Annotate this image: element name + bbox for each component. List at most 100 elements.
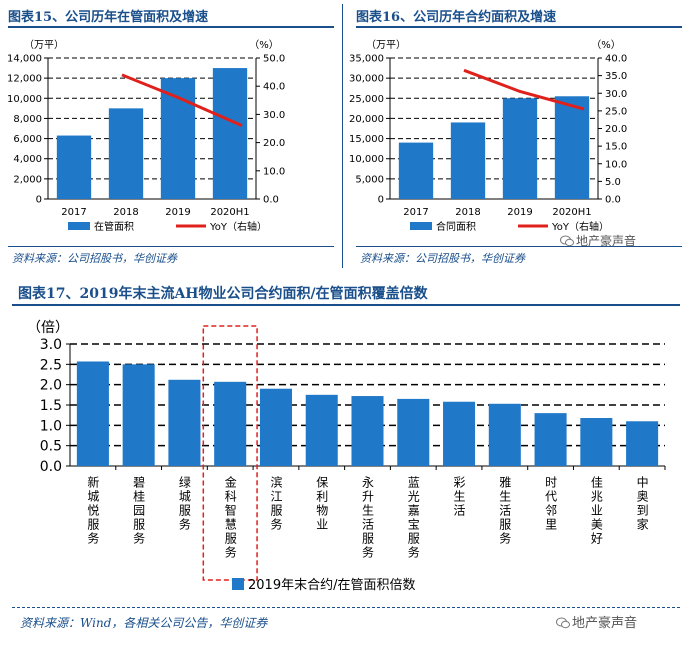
fig16-ytick-right: 40.0 [605,54,627,65]
fig15-xtick: 2018 [113,207,138,218]
fig17-bar [488,403,521,466]
fig15-ytick-left: 8,000 [13,114,42,125]
fig15-ytick-left: 12,000 [7,74,42,85]
panel-separator [342,4,343,268]
fig17-bottom-rule [12,607,680,608]
fig15-ytick-left: 0 [36,195,42,206]
fig17-ytick: 3.0 [40,337,62,353]
fig16-bottom-rule [356,246,682,247]
fig17-xtick: 滨江服务 [269,475,283,532]
fig17-ytick: 1.5 [40,398,62,414]
fig17-chart: 0.0 0.5 1.0 1.5 2.0 2.5 3.0（倍） 新城悦服务 碧桂园服务 绿城服务 金科… [27,320,666,593]
fig16-ytick-left: 0 [378,195,384,206]
fig16-ytick-right: 15.0 [605,142,627,153]
fig15-bar [56,135,92,199]
fig17-bar [122,364,155,466]
fig15-ytick-left: 2,000 [13,174,42,185]
fig16-bar [502,98,538,199]
fig16-xtick: 2018 [455,207,480,218]
fig15-legend-bar-swatch [68,222,90,230]
fig15-xtick: 2020H1 [210,207,249,218]
fig17-legend-label: 2019年末合约/在管面积倍数 [248,578,415,593]
fig15-ytick-right: 40.0 [263,82,285,93]
fig17-ylabel: （倍） [27,320,69,336]
fig17-ytick: 1.0 [40,418,62,434]
fig16-xtick: 2017 [403,207,428,218]
fig15-ytick-left: 4,000 [13,154,42,165]
fig16-ytick-left: 30,000 [349,74,384,85]
fig16-legend-line-label: YoY（右轴） [551,220,609,233]
fig16-title: 图表16、公司历年合约面积及增速 [356,10,557,25]
fig16-bar [554,96,590,199]
fig17-ytick: 0.5 [40,439,62,455]
fig15-ytick-right: 30.0 [263,110,285,121]
fig15-bottom-rule [8,246,334,247]
fig16-xtick: 2019 [507,207,532,218]
fig17-bar [76,361,109,466]
fig16-ylabel-left: （万平） [366,39,406,51]
fig16-ylabel-right: （%） [591,39,621,51]
fig15-chart: 0 2,000 4,000 6,000 8,000 10,000 12,000 14,000 0… [7,39,285,233]
fig17-bar [626,421,659,466]
fig17-xtick: 新城悦服务 [86,475,100,546]
fig15-ylabel-right: （%） [249,39,279,51]
fig17-xtick: 雅生活服务 [498,475,512,546]
fig15-ytick-left: 6,000 [13,134,42,145]
fig16-ytick-left: 20,000 [349,114,384,125]
fig16-ytick-right: 25.0 [605,106,627,117]
fig16-xtick: 2020H1 [552,207,591,218]
fig17-xtick: 彩生活 [452,476,466,518]
fig16-ytick-right: 5.0 [605,177,621,188]
fig17-source: 资料来源：Wind，各相关公司公告，华创证券 [20,616,268,630]
wechat-icon [560,235,574,247]
fig17-xtick: 碧桂园服务 [132,476,146,546]
fig16-watermark-text: 地产豪声音 [576,234,637,248]
fig15-ytick-left: 14,000 [7,54,42,65]
fig16-ytick-left: 15,000 [349,134,384,145]
fig15-bar [108,108,144,199]
fig17-ytick: 2.5 [40,357,62,373]
fig15-ytick-left: 10,000 [7,94,42,105]
fig15-ytick-right: 50.0 [263,54,285,65]
fig15-legend-bar-label: 在管面积 [94,220,134,233]
fig16-bar [398,142,434,199]
fig17-bar [259,388,292,466]
wechat-icon [556,617,570,629]
fig17-xtick: 绿城服务 [177,475,191,532]
fig15-ytick-right: 20.0 [263,138,285,149]
fig15-ytick-right: 0.0 [263,195,279,206]
fig17-legend-swatch [232,578,244,590]
fig15-xtick: 2017 [61,207,86,218]
fig16-legend-bar-swatch [410,222,432,230]
fig17-title: 图表17、2019年末主流AH物业公司合约面积/在管面积覆盖倍数 [18,286,428,302]
fig17-xtick: 时代邻里 [544,476,558,532]
fig17-ytick: 0.0 [40,459,62,475]
fig17-xtick: 金科智慧服务 [223,475,237,560]
fig17-bar [580,418,613,466]
fig17-xtick: 佳兆业美好 [589,476,603,546]
fig16-ytick-left: 10,000 [349,154,384,165]
fig15-xtick: 2019 [165,207,190,218]
fig16-ytick-left: 5,000 [355,174,384,185]
fig15-source: 资料来源：公司招股书，华创证券 [12,252,177,265]
fig17-bar [305,394,338,466]
fig15-legend-line-label: YoY（右轴） [209,220,267,233]
fig16-ytick-right: 0.0 [605,195,621,206]
fig17-bar [397,398,430,466]
fig16-line-series [463,68,585,111]
fig17-title-rule [12,304,680,306]
fig16-legend-bar-label: 合同面积 [436,220,476,233]
fig17-ytick: 2.0 [40,378,62,394]
fig17-xtick: 保利物业 [315,476,329,532]
fig17-bar [351,396,384,466]
fig17-highlight-box [202,325,258,581]
fig17-bar [168,379,201,466]
fig17-bar [214,381,247,466]
fig16-ytick-left: 35,000 [349,54,384,65]
fig16-ytick-right: 20.0 [605,124,627,135]
fig15-bar [212,68,248,199]
fig17-watermark: 地产豪声音 [556,612,637,631]
fig15-ylabel-left: （万平） [24,39,64,51]
fig16-ytick-right: 35.0 [605,71,627,82]
fig16-source: 资料来源：公司招股书，华创证券 [360,252,525,265]
